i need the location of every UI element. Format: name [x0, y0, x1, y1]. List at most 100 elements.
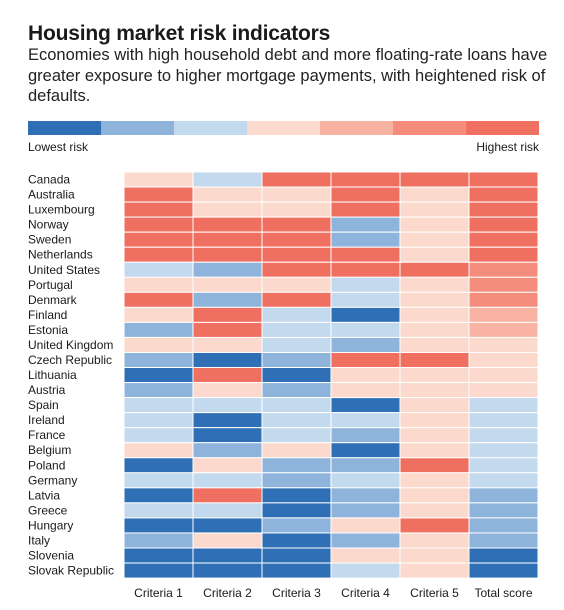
row-label: Australia [28, 188, 75, 202]
heatmap-cell [468, 261, 539, 278]
heatmap-cell [192, 472, 263, 489]
heatmap-cell [123, 442, 194, 459]
heatmap-cell [399, 291, 470, 308]
heatmap-cell [123, 186, 194, 203]
row-label: Belgium [28, 443, 71, 457]
heatmap-cell [330, 487, 401, 504]
heatmap-cell [192, 291, 263, 308]
heatmap-cell [261, 201, 332, 218]
heatmap-cell [123, 367, 194, 384]
heatmap-cell [123, 291, 194, 308]
heatmap-cell [330, 291, 401, 308]
heatmap-cell [123, 276, 194, 293]
heatmap-cell [123, 201, 194, 218]
heatmap-cell [192, 231, 263, 248]
row-label: Canada [28, 173, 70, 187]
heatmap-cell [468, 397, 539, 414]
heatmap-cell [192, 397, 263, 414]
heatmap-cell [330, 427, 401, 444]
heatmap-cell [261, 502, 332, 519]
legend-low-label: Lowest risk [28, 140, 89, 154]
heatmap-cell [399, 382, 470, 399]
heatmap-cell [468, 186, 539, 203]
heatmap-cell [123, 427, 194, 444]
heatmap-cell [468, 517, 539, 534]
heatmap-cell [399, 442, 470, 459]
heatmap-cell [261, 397, 332, 414]
heatmap-cell [192, 336, 263, 353]
heatmap-cell [468, 367, 539, 384]
heatmap-cell [399, 472, 470, 489]
heatmap-cell [468, 321, 539, 338]
heatmap-cell [261, 532, 332, 549]
heatmap-cell [261, 246, 332, 263]
row-label: Portugal [28, 278, 73, 292]
heatmap-cell [123, 547, 194, 564]
heatmap-cell [261, 547, 332, 564]
heatmap-cell [399, 427, 470, 444]
heatmap-cell [192, 412, 263, 429]
heatmap-cell [261, 427, 332, 444]
heatmap-cell [261, 336, 332, 353]
heatmap-cell [468, 532, 539, 549]
heatmap-cell [330, 442, 401, 459]
heatmap-cell [261, 562, 332, 579]
scale-swatch [174, 121, 247, 135]
heatmap-cell [330, 231, 401, 248]
heatmap-cell [399, 186, 470, 203]
chart-subtitle: Economies with high household debt and m… [28, 46, 548, 105]
scale-swatch [320, 121, 393, 135]
heatmap-cell [468, 472, 539, 489]
heatmap-cell [330, 276, 401, 293]
scale-swatch [101, 121, 174, 135]
heatmap-cell [468, 351, 539, 369]
heatmap-cell [330, 412, 401, 429]
row-label: Denmark [28, 293, 78, 307]
heatmap-cell [330, 517, 401, 534]
heatmap-cell [468, 562, 539, 579]
heatmap-cell [399, 562, 470, 579]
heatmap-cell [399, 171, 470, 188]
heatmap-cell [399, 367, 470, 384]
heatmap-cell [123, 382, 194, 399]
heatmap-cell [192, 427, 263, 444]
column-label: Criteria 1 [134, 586, 183, 600]
row-label: Sweden [28, 233, 71, 247]
heatmap-cell [399, 547, 470, 564]
row-label: Austria [28, 383, 66, 397]
heatmap-cell [399, 412, 470, 429]
heatmap-cell [261, 291, 332, 308]
heatmap-cell [330, 306, 401, 323]
heatmap-cell [192, 216, 263, 233]
heatmap-cell [261, 367, 332, 384]
heatmap-cell [261, 261, 332, 278]
row-label: France [28, 428, 66, 442]
column-label: Criteria 5 [410, 586, 459, 600]
heatmap-cell [192, 382, 263, 399]
heatmap-cell [192, 276, 263, 293]
heatmap-cell [468, 336, 539, 353]
heatmap-cell [330, 532, 401, 549]
heatmap-cell [330, 397, 401, 414]
row-label: Slovenia [28, 549, 74, 563]
column-label: Criteria 3 [272, 586, 321, 600]
heatmap-cell [192, 547, 263, 564]
heatmap-cell [192, 171, 263, 188]
scale-swatch [247, 121, 320, 135]
heatmap-cell [123, 231, 194, 248]
row-label: Latvia [28, 488, 60, 502]
row-label: Germany [28, 473, 77, 487]
heatmap-cell [399, 231, 470, 248]
column-label: Criteria 2 [203, 586, 252, 600]
heatmap-cell [261, 517, 332, 534]
heatmap-cell [399, 336, 470, 353]
heatmap-cell [468, 291, 539, 308]
heatmap-cell [468, 171, 539, 188]
heatmap-cell [468, 487, 539, 504]
heatmap-cell [399, 216, 470, 233]
risk-color-scale [28, 121, 539, 135]
row-label: Greece [28, 503, 68, 517]
heatmap-cell [123, 487, 194, 504]
heatmap-cell [261, 472, 332, 489]
